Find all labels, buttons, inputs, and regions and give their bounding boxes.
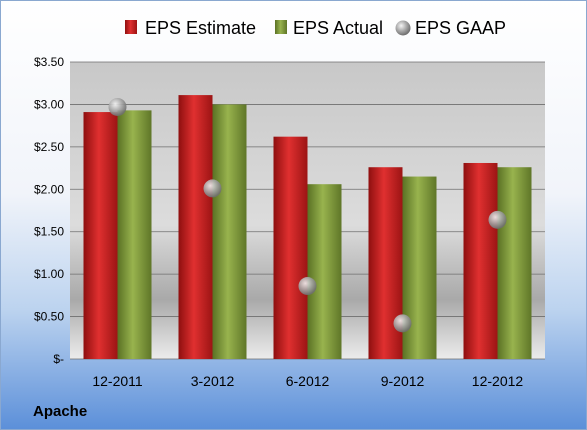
y-tick-label: $2.00 [34,182,64,196]
bar-eps-estimate [83,112,118,360]
legend-item-gaap: EPS GAAP [395,18,506,38]
marker-eps-gaap [298,277,317,296]
bars [83,95,532,360]
legend-item-actual: EPS Actual [275,18,383,38]
bar-eps-estimate [178,95,213,359]
y-tick-label: $- [53,352,64,366]
y-tick-label: $1.50 [34,225,64,239]
bar-eps-actual [402,176,437,359]
company-label: Apache [33,403,87,420]
legend-label-estimate: EPS Estimate [145,18,256,38]
y-tick-label: $2.50 [34,140,64,154]
y-tick-label: $1.00 [34,267,64,281]
bar-eps-estimate [463,162,498,359]
x-axis-labels: 12-2011 3-2012 6-2012 9-2012 12-2012 [92,373,523,389]
x-tick-label: 12-2011 [92,373,143,389]
legend: EPS Estimate EPS Actual EPS GAAP [125,18,506,38]
x-tick-label: 12-2012 [472,373,524,389]
bar-eps-estimate [273,136,308,359]
x-tick-label: 9-2012 [381,373,425,389]
legend-item-estimate: EPS Estimate [125,18,256,38]
marker-eps-gaap [203,179,222,198]
y-axis-ticks: $- $0.50 $1.00 $1.50 $2.00 $2.50 $3.00 $3.50 [34,55,64,366]
bar-eps-actual [497,167,532,359]
y-tick-label: $3.50 [34,55,64,69]
y-tick-label: $3.00 [34,97,64,111]
bar-eps-actual [307,184,342,359]
marker-eps-gaap [108,97,127,116]
marker-eps-gaap [393,314,412,333]
legend-swatch-actual [275,20,287,34]
legend-swatch-estimate [125,20,137,34]
marker-eps-gaap [488,210,507,229]
legend-label-gaap: EPS GAAP [415,18,506,38]
bar-eps-actual [117,110,152,360]
legend-label-actual: EPS Actual [293,18,383,38]
bar-eps-actual [212,104,247,359]
legend-swatch-gaap [395,20,411,36]
x-tick-label: 3-2012 [191,373,235,389]
y-tick-label: $0.50 [34,310,64,324]
gaap-markers [108,97,507,333]
x-tick-label: 6-2012 [286,373,330,389]
